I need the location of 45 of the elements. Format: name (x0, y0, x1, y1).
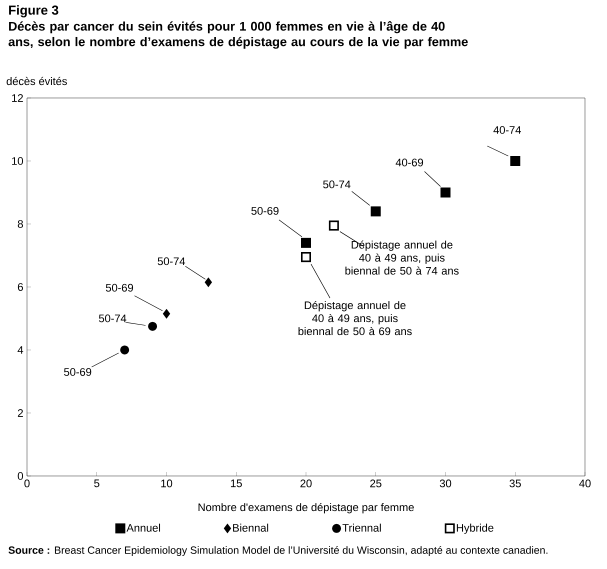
annotation: 40-74 (493, 126, 521, 134)
y-tick-label: 10 (12, 157, 24, 165)
y-axis-title: décès évités (6, 76, 67, 86)
point (148, 322, 158, 331)
point (163, 309, 170, 318)
chart-subtitle: Décès par cancer du sein évités pour 1 000 femmes en vie à l’âge de 40 ans, selon le nombre d’examens de dépistage au cours de la vie par femme (8, 21, 468, 49)
point (301, 252, 312, 262)
annotation: Dépistage annuel de 40 à 49 ans, puis biennal de 50 à 74 ans (345, 240, 459, 275)
y-tick-label: 6 (18, 283, 23, 291)
y-tick-label: 2 (18, 409, 23, 417)
annotation: 50-74 (158, 257, 186, 266)
point (328, 220, 339, 231)
chart-title: Figure 3 (9, 5, 58, 18)
text: Source : Breast Cancer Epidemiology Simulation Model de l’Université du Wisconsin, adapté au contexte canadien. (8, 546, 548, 556)
annotation: 50-69 (251, 207, 279, 215)
legend-label: Triennal (342, 524, 381, 532)
legend-label: Hybride (456, 524, 494, 534)
y-tick-label: 0 (18, 472, 24, 480)
y-tick-label: 4 (18, 346, 24, 354)
annotation: 40-69 (396, 158, 424, 166)
y-tick-label: 8 (18, 220, 23, 228)
annotation: 50-74 (323, 180, 350, 188)
legend-label: Annuel (126, 524, 160, 532)
point (370, 206, 381, 216)
y-tick-label: 12 (12, 94, 23, 102)
annotation: 50-74 (98, 314, 126, 322)
x-tick-label: 15 (230, 480, 242, 488)
point (510, 156, 520, 166)
x-tick-label: 40 (579, 480, 591, 488)
point (204, 278, 212, 287)
x-tick-label: 25 (370, 480, 382, 488)
annotation: 50-69 (64, 368, 92, 376)
x-tick-label: 10 (161, 480, 172, 488)
point (440, 187, 450, 198)
annotation: Dépistage annuel de 40 à 49 ans, puis biennal de 50 à 69 ans (298, 300, 412, 336)
x-tick-label: 20 (300, 480, 312, 488)
point (120, 345, 130, 354)
x-tick-label: 30 (440, 480, 452, 488)
annotation: 50-69 (106, 284, 134, 292)
x-tick-label: 35 (510, 480, 521, 488)
point (301, 238, 312, 248)
x-tick-label: 0 (24, 480, 30, 488)
legend-label: Biennal (233, 524, 268, 532)
x-tick-label: 5 (94, 480, 100, 488)
x-axis-title: Nombre d'examens de dépistage par femme (198, 502, 414, 514)
